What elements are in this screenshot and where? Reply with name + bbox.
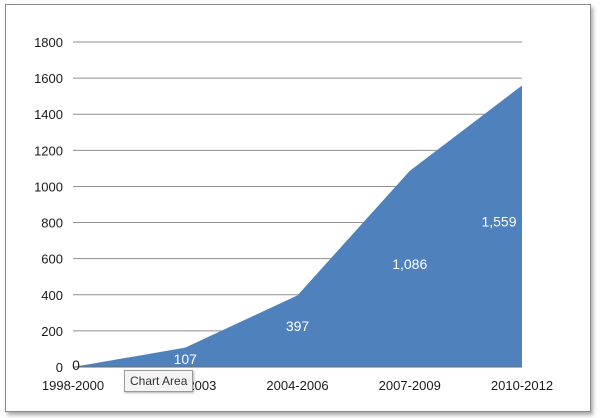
y-tick-label: 800	[41, 216, 63, 231]
chart-frame: 0 200 400 600 800 1000 1200 1400 1600 1800 1998-2…	[5, 4, 591, 412]
x-tick-label: 2007-2009	[379, 378, 441, 393]
x-tick-label: 1998-2000	[42, 378, 104, 393]
y-tick-label: 1400	[34, 107, 63, 122]
data-labels: 0 107 397 1,086 1,559	[72, 213, 517, 373]
x-tick-label: 2004-2006	[266, 378, 328, 393]
y-tick-label: 0	[56, 360, 63, 375]
y-tick-label: 200	[41, 324, 63, 339]
area-series[interactable]	[73, 85, 522, 367]
data-label: 397	[286, 318, 310, 334]
chart-area-tooltip: Chart Area	[124, 370, 194, 392]
x-axis-ticks: 1998-20002001-20032004-20062007-20092010…	[42, 378, 553, 393]
y-tick-label: 1800	[34, 35, 63, 50]
area-chart[interactable]: 0 200 400 600 800 1000 1200 1400 1600 1800 1998-2…	[6, 5, 590, 411]
gridlines	[73, 41, 522, 332]
y-tick-label: 1600	[34, 71, 63, 86]
y-tick-label: 600	[41, 252, 63, 267]
data-label: 0	[72, 357, 80, 373]
data-label: 107	[174, 351, 198, 367]
y-tick-label: 400	[41, 288, 63, 303]
data-label: 1,559	[481, 213, 516, 229]
y-axis-ticks: 0 200 400 600 800 1000 1200 1400 1600 1800	[34, 35, 63, 375]
x-tick-label: 2010-2012	[491, 378, 553, 393]
data-label: 1,086	[392, 256, 427, 272]
y-tick-label: 1200	[34, 143, 63, 158]
y-tick-label: 1000	[34, 179, 63, 194]
